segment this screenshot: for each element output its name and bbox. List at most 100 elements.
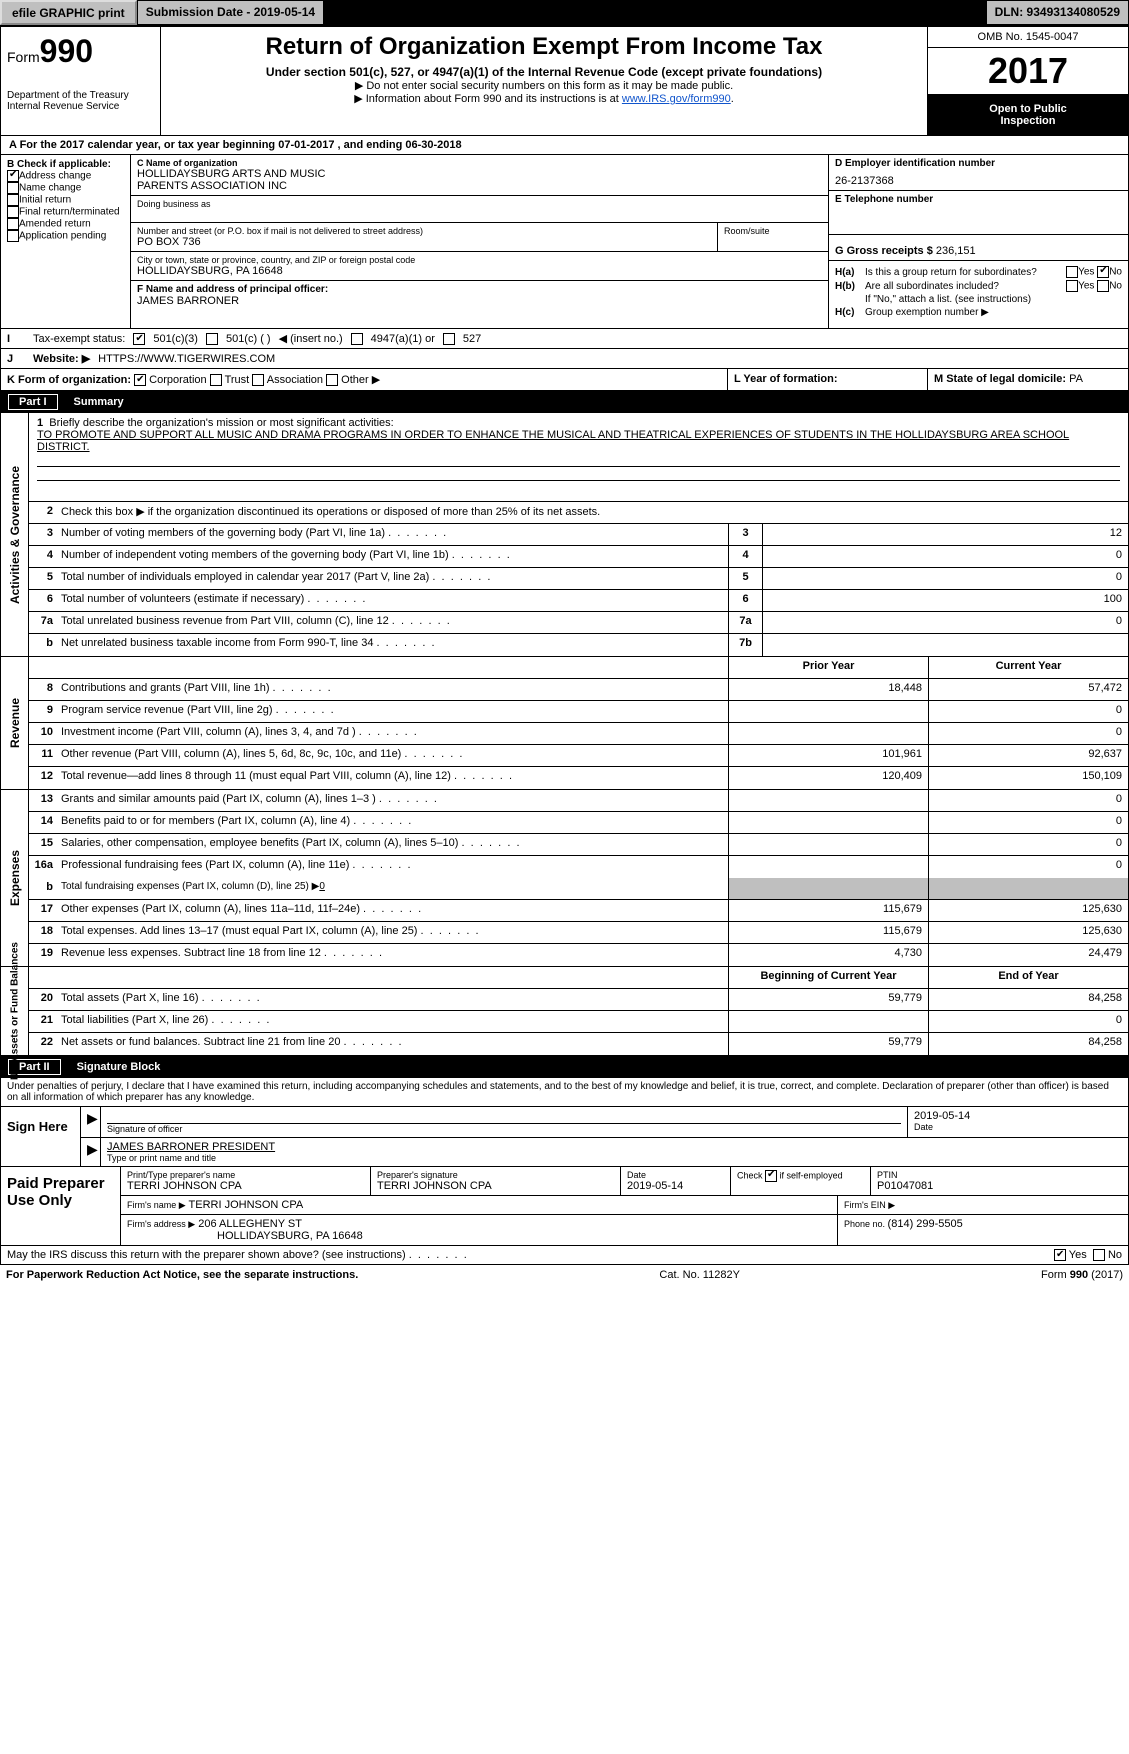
cell-current: 0 [928,812,1128,833]
line-text: Total number of individuals employed in … [57,568,728,589]
form-subtitle1: Under section 501(c), 527, or 4947(a)(1)… [169,65,919,79]
summary-row: 11 Other revenue (Part VIII, column (A),… [29,745,1128,767]
irs-link[interactable]: www.IRS.gov/form990 [622,93,731,105]
ptin-label: PTIN [877,1170,1122,1180]
vtab-label: Activities & Governance [8,466,22,604]
part-title: Signature Block [77,1061,161,1073]
lineJ-text: Website: ▶ [33,352,90,365]
line-ref: 3 [728,524,762,545]
checkbox-icon[interactable] [765,1170,777,1182]
prep-date-value: 2019-05-14 [627,1180,724,1192]
net-header-row: Beginning of Current Year End of Year [29,967,1128,989]
checkbox-icon [7,170,19,182]
summary-row: 8 Contributions and grants (Part VIII, l… [29,679,1128,701]
line-text: Grants and similar amounts paid (Part IX… [57,790,728,811]
addr-label: Number and street (or P.O. box if mail i… [137,226,711,236]
summary-row: 4 Number of independent voting members o… [29,546,1128,568]
checkbox-icon[interactable] [443,333,455,345]
checkbox-icon [7,218,19,230]
prep-name-value: TERRI JOHNSON CPA [127,1180,364,1192]
line-text: Other revenue (Part VIII, column (A), li… [57,745,728,766]
summary-row: 6 Total number of volunteers (estimate i… [29,590,1128,612]
sig-officer-label: Signature of officer [107,1124,901,1134]
line-num: 8 [29,679,57,700]
line-num: 11 [29,745,57,766]
line1-num: 1 [37,417,43,429]
vtab-expenses: Expenses [1,790,29,966]
ein-box: D Employer identification number 26-2137… [829,155,1128,191]
line-text: Benefits paid to or for members (Part IX… [57,812,728,833]
sig-date-label: Date [914,1122,1122,1132]
checkbox-icon[interactable] [206,333,218,345]
lineI-text: Tax-exempt status: [33,333,125,345]
line-ref: 5 [728,568,762,589]
checkbox-icon[interactable] [1097,280,1109,292]
summary-row: 12 Total revenue—add lines 8 through 11 … [29,767,1128,789]
line-num: 5 [29,568,57,589]
line-value: 0 [762,568,1128,589]
line-num: 21 [29,1011,57,1032]
line-m: M State of legal domicile: PA [928,369,1128,390]
chk-final-return[interactable]: Final return/terminated [7,206,124,218]
gross-value: 236,151 [936,245,976,257]
chk-address-change[interactable]: Address change [7,170,124,182]
checkbox-icon[interactable] [133,333,145,345]
colB-title: B Check if applicable: [7,159,124,170]
open2: Inspection [932,115,1124,127]
checkbox-icon[interactable] [1054,1249,1066,1261]
efile-print-button[interactable]: efile GRAPHIC print [0,0,137,25]
vtab-governance: Activities & Governance [1,413,29,656]
part-title: Summary [74,396,124,408]
signature-declaration: Under penalties of perjury, I declare th… [0,1078,1129,1107]
section-expenses: Expenses 13 Grants and similar amounts p… [0,790,1129,967]
checkbox-icon[interactable] [326,374,338,386]
checkbox-icon[interactable] [351,333,363,345]
treasury-line1: Department of the Treasury [7,90,154,101]
city-label: City or town, state or province, country… [137,255,822,265]
summary-row: 14 Benefits paid to or for members (Part… [29,812,1128,834]
chk-name-change[interactable]: Name change [7,182,124,194]
form-number: Form990 [7,33,154,70]
hc-label: H(c) [835,307,865,318]
cell-current: 0 [928,701,1128,722]
cell-prior [728,723,928,744]
chk-label: Address change [19,171,91,182]
line-num: 17 [29,900,57,921]
summary-row: 16a Professional fundraising fees (Part … [29,856,1128,878]
cell-prior: 120,409 [728,767,928,789]
top-bar: efile GRAPHIC print Submission Date - 20… [0,0,1129,26]
hc-text: Group exemption number ▶ [865,307,1122,318]
tel-label: E Telephone number [835,194,1122,205]
footer-left: For Paperwork Reduction Act Notice, see … [6,1269,358,1281]
checkbox-icon[interactable] [1066,280,1078,292]
form-header: Form990 Department of the Treasury Inter… [0,26,1129,136]
checkbox-icon[interactable] [134,374,146,386]
lineI-label: I [7,333,25,345]
rowA-end: 06-30-2018 [405,139,461,151]
checkbox-icon[interactable] [210,374,222,386]
line-value: 0 [762,612,1128,633]
chk-label: Final return/terminated [19,207,120,218]
form-subtitle2: ▶ Do not enter social security numbers o… [169,79,919,92]
line-k: K Form of organization: Corporation Trus… [1,369,728,390]
addr-value: PO BOX 736 [137,236,711,248]
discuss-row: May the IRS discuss this return with the… [0,1246,1129,1265]
hdr-end: End of Year [928,967,1128,988]
firm-ein-label: Firm's EIN ▶ [844,1200,895,1210]
line-text: Net unrelated business taxable income fr… [57,634,728,656]
firm-phone-value: (814) 299-5505 [888,1218,963,1230]
column-c: C Name of organization HOLLIDAYSBURG ART… [131,155,828,328]
checkbox-icon[interactable] [252,374,264,386]
address-row: Number and street (or P.O. box if mail i… [131,223,828,252]
checkbox-icon[interactable] [1097,266,1109,278]
line-value: 12 [762,524,1128,545]
cell-current: 0 [928,1011,1128,1032]
chk-application-pending[interactable]: Application pending [7,230,124,242]
part-ii-header: Part II Signature Block [0,1056,1129,1078]
chk-amended-return[interactable]: Amended return [7,218,124,230]
checkbox-icon[interactable] [1093,1249,1105,1261]
checkbox-icon[interactable] [1066,266,1078,278]
website-link[interactable]: HTTPS://WWW.TIGERWIRES.COM [98,353,275,365]
chk-initial-return[interactable]: Initial return [7,194,124,206]
opt-trust: Trust [225,374,250,386]
